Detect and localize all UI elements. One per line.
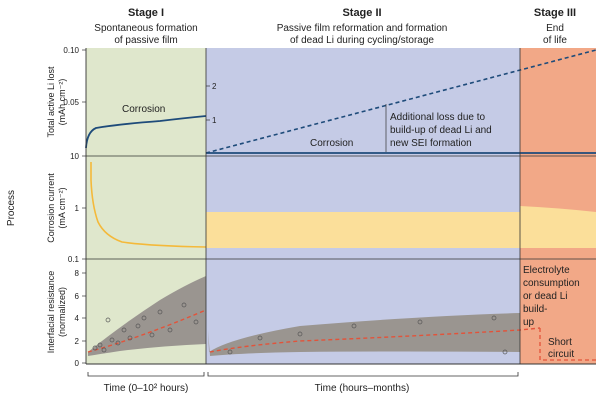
middle-tick-0-1: 0.1 [68,255,80,264]
eol-annotation-line-2: consumption [523,278,580,289]
resistance-band-stage-1 [88,276,206,356]
bottom-tick-8: 8 [75,269,80,278]
x-bracket-stage-1 [87,372,205,377]
additional-loss-line-1: Additional loss due to [390,112,486,123]
bottom-tick-0: 0 [75,359,80,368]
middle-tick-1: 1 [75,204,80,213]
middle-ylabel-line-2: (mA cm⁻²) [57,187,67,228]
additional-loss-line [205,49,597,154]
short-circuit-line-2: circuit [548,349,574,360]
bottom-ylabel-line-1: Interfacial resistance [46,271,56,354]
corrosion-label-stage-2: Corrosion [310,138,353,149]
resistance-trend-stage-2 [209,327,541,353]
bottom-tick-6: 6 [75,292,80,301]
bottom-tick-4: 4 [75,314,80,323]
stage-3-line-1: End [546,23,564,34]
stage-2-line-2: of dead Li during cycling/storage [290,35,434,46]
stage-3-line-2: of life [543,35,567,46]
resistance-data-points [92,302,508,355]
eol-annotation-line-4: build- [523,304,547,315]
top-right-tick-2: 2 [212,82,217,91]
stage-1-line-2: of passive film [114,35,177,46]
corrosion-curve-stage-1 [85,115,207,149]
additional-loss-line-3: new SEI formation [390,138,472,149]
current-band-stage-2 [206,212,520,248]
stage-2-background [206,48,520,364]
short-circuit-line-1: Short [548,337,572,348]
additional-loss-line-2: build-up of dead Li and [390,125,492,136]
top-tick-0-05: 0.05 [63,98,79,107]
stage-2-title: Stage II [342,7,381,19]
process-label: Process [6,190,17,226]
resistance-band-stage-2 [208,313,520,356]
resistance-trend-stage-1 [87,309,207,353]
middle-ylabel-line-1: Corrosion current [46,173,56,243]
top-ylabel-line-2: (mAh cm⁻²) [57,79,67,126]
bottom-tick-2: 2 [75,337,80,346]
stage-3-background [520,48,596,364]
top-ylabel-line-1: Total active Li lost [46,66,56,138]
eol-annotation-line-5: up [523,317,535,328]
stage-2-line-1: Passive film reformation and formation [277,23,448,34]
bottom-ylabel-line-2: (normalized) [57,287,67,337]
x-bracket-stage-2 [207,372,519,377]
current-band-stage-3 [520,206,596,248]
eol-annotation-line-1: Electrolyte [523,265,570,276]
top-tick-0-10: 0.10 [63,46,79,55]
top-tick-10: 10 [70,152,79,161]
xlabel-stage-1: Time (0–10² hours) [104,383,189,394]
stage-1-line-1: Spontaneous formation [94,23,197,34]
short-circuit-indicator [539,328,596,361]
current-curve-stage-1 [90,162,207,248]
xlabel-stage-2: Time (hours–months) [315,383,410,394]
eol-annotation-line-3: or dead Li [523,291,567,302]
stage-1-title: Stage I [128,7,164,19]
top-right-tick-1: 1 [212,116,217,125]
stage-3-title: Stage III [534,7,576,19]
corrosion-label-stage-1: Corrosion [122,104,165,115]
